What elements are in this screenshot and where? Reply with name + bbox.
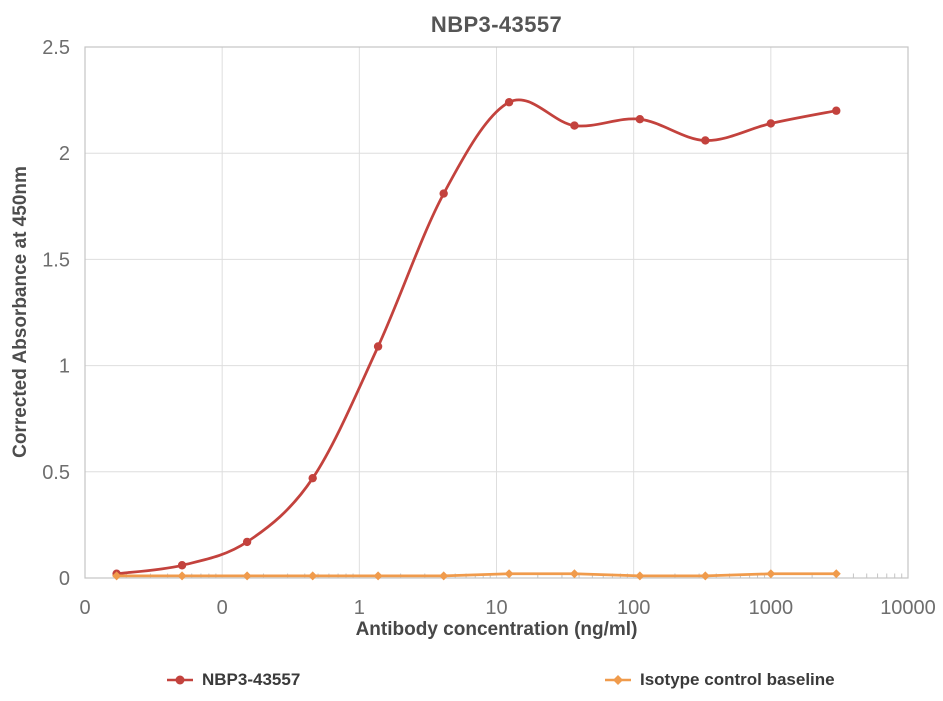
series-marker-isotype-control [439, 571, 449, 581]
series-marker-isotype-control [112, 571, 122, 581]
series-marker-isotype-control [700, 571, 710, 581]
series-marker-nbp3-43557 [701, 136, 710, 145]
legend-marker-circle-icon [167, 675, 193, 685]
series-marker-nbp3-43557 [832, 106, 841, 115]
plot-border [84, 46, 909, 579]
x-tick-label: 0 [79, 597, 90, 619]
legend-marker-diamond-icon [605, 675, 631, 685]
series-marker-nbp3-43557 [635, 115, 645, 124]
series-marker-isotype-control [308, 571, 318, 581]
series-marker-isotype-control [242, 571, 252, 581]
series-marker-nbp3-43557 [177, 561, 187, 570]
series-line-nbp3-43557 [115, 98, 838, 576]
legend-label-isotype-control: Isotype control baseline [640, 670, 835, 689]
series-marker-nbp3-43557 [242, 537, 252, 547]
x-tick-label: 100 [617, 597, 650, 619]
series-marker-nbp3-43557 [373, 342, 383, 351]
series-marker-isotype-control [373, 571, 383, 581]
x-tick-label: 1000 [749, 597, 794, 619]
x-tick-label: 10000 [880, 597, 936, 619]
legend-label-nbp3-43557: NBP3-43557 [202, 670, 301, 689]
y-tick-label: 0.5 [42, 462, 70, 484]
y-tick-label: 1 [59, 356, 70, 378]
y-tick-label: 0 [59, 568, 70, 590]
series-line-isotype-control [115, 572, 838, 578]
y-tick-label: 2.5 [42, 37, 70, 59]
series-marker-nbp3-43557 [570, 121, 579, 130]
legend-item-isotype-control: Isotype control baseline [604, 670, 835, 690]
series-marker-isotype-control [569, 569, 579, 579]
series-marker-isotype-control [504, 569, 514, 579]
series-marker-isotype-control [831, 569, 841, 579]
x-axis-title: Antibody concentration (ng/ml) [355, 619, 638, 640]
legend-item-nbp3-43557: NBP3-43557 [166, 670, 300, 690]
x-tick-label: 0 [217, 597, 228, 619]
series-marker-isotype-control [635, 571, 645, 581]
y-tick-label: 1.5 [42, 249, 70, 271]
chart-title: NBP3-43557 [430, 12, 563, 37]
series-marker-nbp3-43557 [439, 189, 448, 198]
x-tick-label: 1 [354, 597, 365, 619]
series-marker-isotype-control [766, 569, 776, 579]
legend-diamond-orange [613, 675, 623, 685]
series-marker-nbp3-43557 [766, 119, 776, 128]
series-marker-nbp3-43557 [308, 473, 317, 483]
series-marker-nbp3-43557 [504, 98, 514, 107]
series-marker-isotype-control [177, 571, 187, 581]
y-tick-label: 2 [59, 143, 70, 165]
x-tick-label: 10 [485, 597, 507, 619]
legend-circle-red [175, 675, 185, 685]
